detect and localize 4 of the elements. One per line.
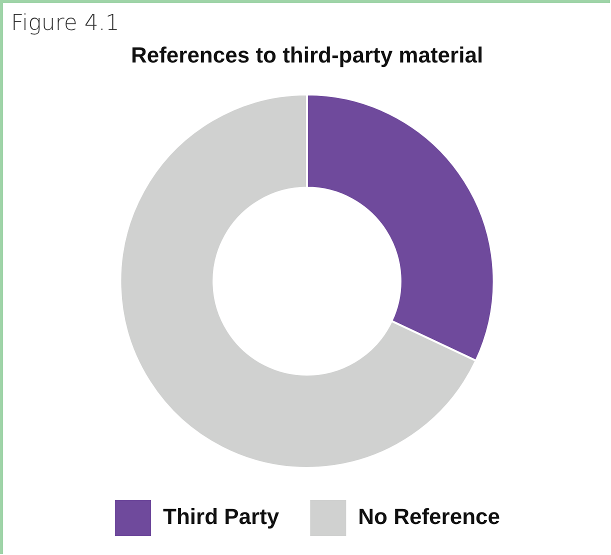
legend-label: Third Party — [163, 504, 280, 530]
chart-title: References to third-party material — [130, 42, 484, 68]
legend-label: No Reference — [358, 504, 500, 530]
caption: Figure 4.1 — [11, 11, 120, 36]
